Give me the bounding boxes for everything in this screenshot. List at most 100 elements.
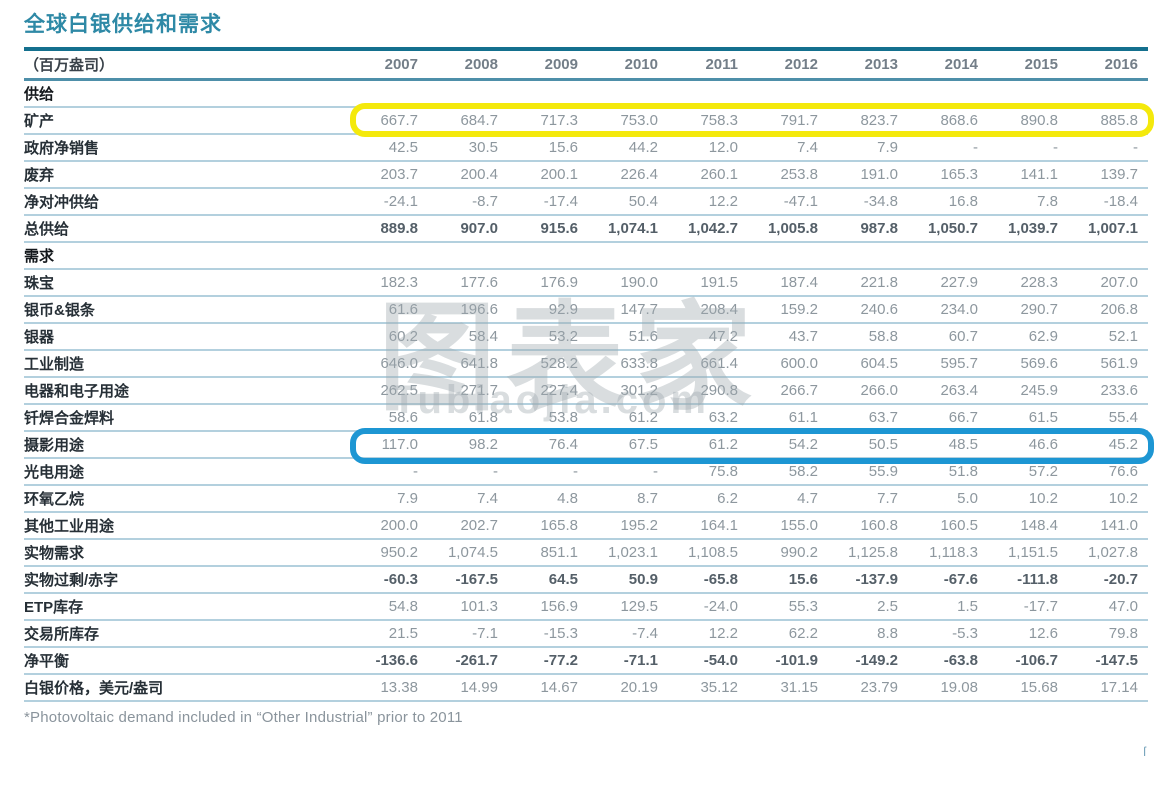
cell-value: 600.0: [780, 355, 818, 372]
cell-value: 61.2: [628, 409, 658, 426]
cell-value: 45.2: [1108, 436, 1138, 453]
table-row-ethylene-oxide: 环氧乙烷 7.9 7.4 4.8 8.7 6.2 4.7 7.7 5.0 10.2 10.2: [24, 486, 1148, 513]
cell-value: 950.2: [380, 544, 418, 561]
row-label: 净平衡: [24, 653, 70, 670]
cell-value: 67.5: [628, 436, 658, 453]
table-row-silver-price: 白银价格，美元/盎司 13.38 14.99 14.67 20.19 35.12 31.15…: [24, 675, 1148, 702]
row-label: 供给: [24, 86, 55, 103]
table-row-mine-production: 矿产 667.7 684.7 717.3 753.0 758.3 791.7 823.7 868…: [24, 103, 1154, 137]
cell-value: 31.15: [780, 679, 818, 696]
cell-value: 165.8: [540, 517, 578, 534]
cell-value: 92.9: [548, 301, 578, 318]
cell-value: 1.5: [957, 598, 978, 615]
cell-value: -5.3: [952, 625, 978, 642]
cell-value: 141.0: [1100, 517, 1138, 534]
cell-value: 240.6: [860, 301, 898, 318]
cell-value: 19.08: [940, 679, 978, 696]
cell-value: 160.5: [940, 517, 978, 534]
cell-value: 48.5: [948, 436, 978, 453]
cell-value: -136.6: [375, 652, 418, 669]
cell-value: 155.0: [780, 517, 818, 534]
cell-value: 61.2: [708, 436, 738, 453]
table-row-physical-demand: 实物需求 950.2 1,074.5 851.1 1,023.1 1,108.5 990.2…: [24, 540, 1148, 567]
cell-value: 633.8: [620, 355, 658, 372]
cell-value: 823.7: [860, 112, 898, 129]
cell-value: 207.0: [1100, 274, 1138, 291]
cell-value: 889.8: [380, 220, 418, 237]
cell-value: 43.7: [788, 328, 818, 345]
cell-value: 6.2: [717, 490, 738, 507]
cell-value: 263.4: [940, 382, 978, 399]
cell-value: 51.8: [948, 463, 978, 480]
cell-value: 117.0: [381, 436, 418, 453]
cell-value: -: [1053, 139, 1058, 156]
table-row-net-balance: 净平衡 -136.6 -261.7 -77.2 -71.1 -54.0 -101.9 -149…: [24, 648, 1148, 675]
cell-value: 187.4: [780, 274, 818, 291]
cell-value: 8.8: [877, 625, 898, 642]
cell-value: 604.5: [860, 355, 898, 372]
cell-value: 147.7: [620, 301, 658, 318]
table-row-electrical-and-electronics: 电器和电子用途 262.5 271.7 227.4 301.2 290.8 266.7 266…: [24, 378, 1148, 405]
cell-value: -54.0: [703, 652, 738, 669]
cell-value: 61.8: [468, 409, 498, 426]
cell-value: 61.5: [1028, 409, 1058, 426]
cell-value: 46.6: [1028, 436, 1058, 453]
cell-value: 21.5: [388, 625, 418, 642]
cell-value: 1,005.8: [767, 220, 818, 237]
cell-value: 55.4: [1108, 409, 1138, 426]
cell-value: 569.6: [1020, 355, 1058, 372]
cell-value: 60.7: [948, 328, 978, 345]
cell-value: 12.0: [708, 139, 738, 156]
cell-value: 14.99: [460, 679, 498, 696]
cell-value: 12.6: [1028, 625, 1058, 642]
cell-value: 51.6: [628, 328, 658, 345]
cell-value: -106.7: [1015, 652, 1058, 669]
cell-value: 1,023.1: [607, 544, 658, 561]
cell-value: 66.7: [948, 409, 978, 426]
cell-value: 58.2: [788, 463, 818, 480]
cell-value: -17.4: [543, 193, 578, 210]
cell-value: -: [493, 463, 498, 480]
row-label: 钎焊合金焊料: [24, 410, 115, 427]
cell-value: 16.8: [948, 193, 978, 210]
row-label: 电器和电子用途: [24, 383, 130, 400]
cell-value: 191.0: [860, 166, 898, 183]
row-label: 实物过剩/赤字: [24, 572, 119, 589]
table-row-exchange-inventory: 交易所库存 21.5 -7.1 -15.3 -7.4 12.2 62.2 8.8 -5.3 12.…: [24, 621, 1148, 648]
cell-value: -60.3: [383, 571, 418, 588]
cell-value: 54.8: [388, 598, 418, 615]
cell-value: 233.6: [1100, 382, 1138, 399]
cell-value: 50.9: [628, 571, 658, 588]
cell-value: -71.1: [623, 652, 658, 669]
cell-value: -24.0: [703, 598, 738, 615]
cell-value: -67.6: [943, 571, 978, 588]
cell-value: -: [413, 463, 418, 480]
table-row-demand-section: 需求: [24, 243, 1148, 270]
table-row-supply-section: 供给: [24, 81, 1148, 108]
title-divider: [24, 47, 1148, 51]
cell-value: 15.6: [788, 571, 818, 588]
cell-value: 54.2: [788, 436, 818, 453]
table-row-net-hedging-supply: 净对冲供给 -24.1 -8.7 -17.4 50.4 12.2 -47.1 -34.8 16.…: [24, 189, 1148, 216]
cell-value: 50.5: [868, 436, 898, 453]
table-row-photovoltaic: 光电用途 - - - - 75.8 58.2 55.9 51.8 57.2 76.6: [24, 459, 1148, 486]
cell-value: 684.7: [460, 112, 498, 129]
cell-value: 17.14: [1100, 679, 1138, 696]
cell-value: 55.3: [788, 598, 818, 615]
cell-value: 1,074.1: [607, 220, 658, 237]
row-label: 交易所库存: [24, 626, 100, 643]
cell-value: 182.3: [380, 274, 418, 291]
row-label: 摄影用途: [24, 437, 85, 454]
cell-value: 2.5: [877, 598, 898, 615]
cell-value: -24.1: [383, 193, 418, 210]
stray-annotation-mark: ſ: [1143, 744, 1146, 759]
cell-value: 159.2: [780, 301, 818, 318]
cell-value: 7.7: [877, 490, 898, 507]
cell-value: 1,039.7: [1007, 220, 1058, 237]
cell-value: 227.4: [540, 382, 578, 399]
cell-value: 42.5: [388, 139, 418, 156]
cell-value: 35.12: [700, 679, 738, 696]
silver-supply-demand-page: 全球白银供给和需求 （百万盎司） 2007 2008 2009 2010 2011 201…: [24, 13, 1154, 726]
table-header-row: （百万盎司） 2007 2008 2009 2010 2011 2012 2013 2014 2…: [24, 51, 1148, 81]
cell-value: 206.8: [1100, 301, 1138, 318]
